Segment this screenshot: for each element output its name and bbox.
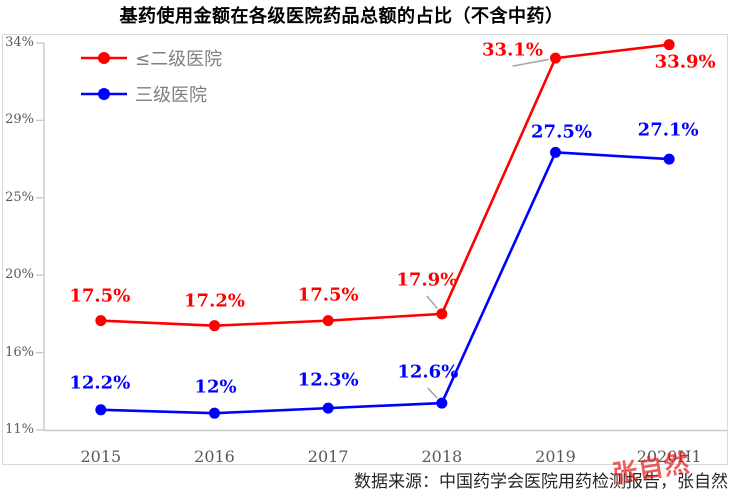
data-point-label: 12.2%	[69, 372, 131, 394]
data-point-label: 27.5%	[531, 121, 592, 143]
data-source-note: 数据来源：中国药学会医院用药检测报告，张自然	[354, 472, 728, 492]
data-point-marker	[95, 404, 107, 416]
y-axis-tick-label: 11%	[5, 422, 34, 437]
data-point-label: 33.1%	[482, 39, 543, 61]
x-axis-label: 2019	[535, 447, 576, 466]
series-line	[100, 151, 670, 415]
data-label-leader-line	[426, 295, 438, 310]
data-point-marker	[95, 315, 107, 327]
data-point-label: 12%	[194, 376, 237, 398]
data-point-label: 17.9%	[396, 269, 458, 291]
legend-item-le-grade2-hospital: ≤二级医院	[80, 45, 222, 70]
blue-line-marker-icon	[81, 87, 127, 100]
chart-legend: ≤二级医院 三级医院	[80, 45, 222, 117]
data-label-leader-line	[427, 387, 438, 399]
data-point-marker	[209, 407, 220, 419]
x-axis-label: 2017	[307, 447, 349, 466]
chart-title: 基药使用金额在各级医院药品总额的占比（不含中药）	[119, 6, 564, 27]
data-point-label: 33.9%	[654, 51, 716, 73]
y-axis-tick-label: 20%	[5, 267, 34, 283]
data-point-marker	[663, 153, 675, 165]
y-axis-tick-label: 16%	[5, 344, 34, 360]
data-point-marker	[209, 320, 220, 332]
y-axis-tick-label: 29%	[5, 112, 34, 128]
data-point-label: 17.5%	[297, 284, 359, 306]
y-axis-tick-label: 25%	[5, 189, 34, 205]
x-axis-label: 2016	[194, 447, 235, 466]
data-point-label: 17.2%	[184, 290, 245, 312]
legend-label-grade3-hospital: 三级医院	[135, 84, 207, 106]
data-point-marker	[322, 315, 334, 327]
x-axis-label: 2020H1	[636, 447, 702, 466]
data-point-label: 12.6%	[397, 361, 459, 383]
data-label-leader-line	[512, 58, 549, 67]
data-point-marker	[322, 402, 334, 414]
data-point-label: 12.3%	[297, 369, 359, 391]
data-point-marker	[436, 308, 448, 320]
data-point-marker	[436, 397, 448, 409]
data-point-marker	[663, 39, 675, 51]
data-point-label: 27.1%	[637, 119, 699, 141]
chart-frame	[2, 34, 728, 465]
data-point-label: 17.5%	[69, 285, 131, 307]
legend-item-grade3-hospital: 三级医院	[80, 81, 222, 106]
x-axis-label: 2015	[80, 447, 122, 466]
data-point-marker	[550, 146, 561, 158]
data-point-marker	[550, 52, 561, 64]
series-line	[100, 43, 670, 327]
x-axis-label: 2018	[421, 447, 463, 466]
legend-label-le-grade2-hospital: ≤二级医院	[135, 48, 223, 70]
red-line-marker-icon	[81, 51, 127, 64]
y-axis-tick-label: 34%	[5, 35, 34, 50]
